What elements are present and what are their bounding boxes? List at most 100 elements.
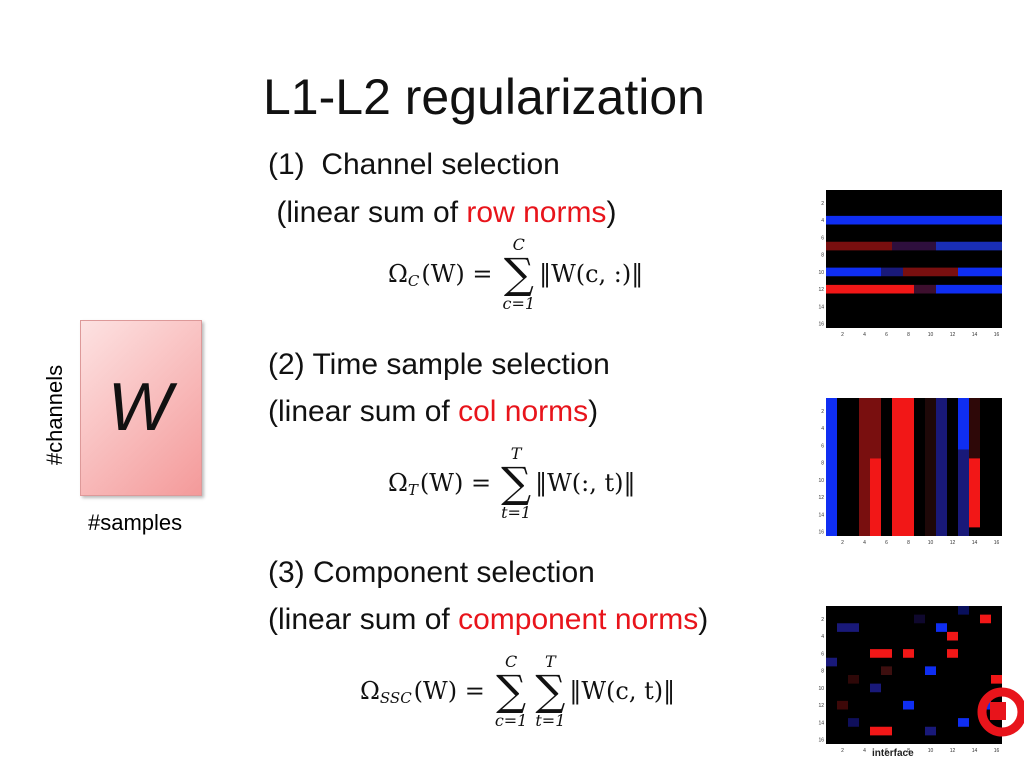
y-tick-label: 12 <box>818 287 824 293</box>
y-tick-label: 12 <box>818 495 824 501</box>
sum-upper: C <box>512 235 525 254</box>
heatmap-cell <box>947 649 958 658</box>
sum-lower: c=1 <box>494 711 528 730</box>
formula: Ω T (W) = T ∑ t=1 ‖W(:, t)‖ <box>388 444 635 522</box>
y-tick-label: 6 <box>821 651 824 657</box>
y-tick-label: 4 <box>821 634 824 640</box>
sum-symbol: ∑ <box>501 458 532 507</box>
formula-lhs: Ω <box>388 469 408 497</box>
x-tick-label: 12 <box>950 332 956 338</box>
x-tick-label: 4 <box>863 748 866 754</box>
heatmap-cell <box>969 398 980 459</box>
heatmap-cell <box>870 683 881 693</box>
desc-text: (linear sum of <box>268 395 459 428</box>
heatmap-cell <box>903 398 914 536</box>
sum-symbol: ∑ <box>503 249 534 298</box>
logo-text: interface <box>872 748 914 759</box>
y-tick-label: 12 <box>818 703 824 709</box>
heatmap-cell <box>826 215 1002 225</box>
sum-lower: c=1 <box>502 294 536 313</box>
heatmap-cell <box>848 675 859 684</box>
x-tick-label: 4 <box>863 332 866 338</box>
heatmap-cell <box>892 241 936 251</box>
formula-body: ‖W(c, t)‖ <box>569 677 676 705</box>
matrix-symbol: W <box>107 369 173 445</box>
x-tick-label: 8 <box>907 540 910 546</box>
sum: T ∑ t=1 <box>501 444 531 522</box>
sum-upper: C <box>504 652 518 671</box>
x-tick-label: 6 <box>885 748 888 754</box>
sum-lower: t=1 <box>535 711 566 730</box>
y-tick-label: 2 <box>821 201 824 207</box>
y-tick-label: 16 <box>818 530 824 536</box>
heatmap-cell <box>870 726 892 736</box>
y-tick-label: 10 <box>818 478 824 484</box>
heatmap-cell <box>870 398 881 459</box>
heatmap-cell <box>925 398 936 536</box>
y-tick-label: 4 <box>821 426 824 432</box>
title: L1-L2 regularization <box>263 69 705 125</box>
heatmap-cell <box>826 241 892 251</box>
formula: Ω SSC (W) = C ∑ c=1 T ∑ t=1 ‖W(c, t)‖ <box>360 652 675 730</box>
y-tick-label: 6 <box>821 235 824 241</box>
heatmap-cell <box>936 284 1002 294</box>
heatmap-cell <box>859 398 870 536</box>
y-tick-label: 10 <box>818 270 824 276</box>
x-tick-label: 16 <box>994 540 1000 546</box>
sum-lower: t=1 <box>501 503 532 522</box>
desc-text: (linear sum of <box>268 603 459 636</box>
section-desc: (linear sum of col norms) <box>268 395 598 429</box>
x-tick-label: 10 <box>928 540 934 546</box>
y-tick-label: 16 <box>818 738 824 744</box>
x-tick-label: 8 <box>907 748 910 754</box>
row-label: #channels <box>42 364 67 466</box>
heatmap: 2 2 4 4 6 6 8 8 10 10 12 12 14 14 16 16 <box>818 398 1002 546</box>
heatmap-cell <box>826 267 881 277</box>
y-tick-label: 2 <box>821 409 824 415</box>
heatmap-cell <box>848 718 859 727</box>
section-desc: (linear sum of row norms) <box>268 196 616 230</box>
heatmap-cell <box>826 398 837 536</box>
heatmap-cell <box>925 666 936 675</box>
y-tick-label: 14 <box>818 720 824 726</box>
heatmap-cell <box>936 623 947 632</box>
y-tick-label: 14 <box>818 512 824 518</box>
formula-sub: SSC <box>379 689 412 707</box>
x-tick-label: 6 <box>885 540 888 546</box>
heatmap-cell <box>925 726 936 736</box>
heatmap-cell <box>870 458 881 536</box>
desc-text: ) <box>606 196 617 229</box>
section-desc: (linear sum of component norms) <box>268 603 708 637</box>
section-heading: (3) Component selection <box>268 556 595 589</box>
matrix-box <box>80 320 202 496</box>
x-tick-label: 2 <box>841 332 844 338</box>
heatmap-cell <box>991 675 1002 684</box>
heatmap-cell <box>936 241 1002 251</box>
col-label: #samples <box>88 510 183 535</box>
desc-highlight: component norms <box>458 603 699 636</box>
formula-lhs: Ω <box>388 260 408 288</box>
desc-highlight: col norms <box>458 395 589 428</box>
heatmap-cell <box>947 631 958 641</box>
heatmap-cell <box>903 649 914 658</box>
heatmap-cell <box>980 614 991 624</box>
heatmap-bg <box>826 190 1002 328</box>
desc-text: ) <box>588 395 599 428</box>
heatmap-cell <box>914 614 925 624</box>
heatmap-cell <box>958 718 969 727</box>
desc-highlight: row norms <box>466 196 607 229</box>
x-tick-label: 10 <box>928 748 934 754</box>
y-tick-label: 10 <box>818 686 824 692</box>
y-tick-label: 14 <box>818 304 824 310</box>
y-tick-label: 2 <box>821 617 824 623</box>
desc-text: (linear sum of <box>268 196 467 229</box>
formula-rel: (W) = <box>413 677 485 705</box>
sum: T ∑ t=1 <box>535 652 565 730</box>
x-tick-label: 14 <box>972 332 978 338</box>
x-tick-label: 10 <box>928 332 934 338</box>
y-tick-label: 8 <box>821 253 824 259</box>
section-heading: (2) Time sample selection <box>268 348 610 381</box>
x-tick-label: 2 <box>841 540 844 546</box>
sum-upper: T <box>545 652 556 671</box>
